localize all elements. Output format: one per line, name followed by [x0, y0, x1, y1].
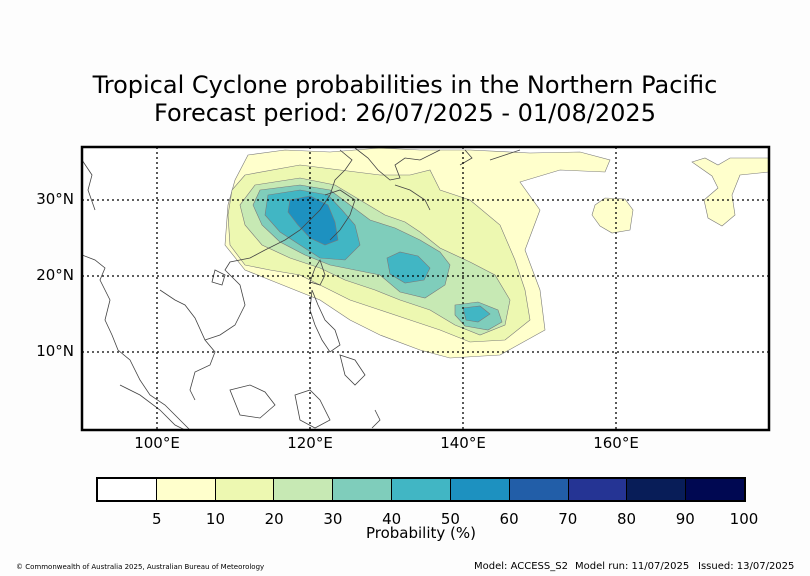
colorbar-tick-label: 10 [205, 510, 225, 528]
colorbar-swatch [392, 479, 451, 500]
colorbar-tick-label: 20 [264, 510, 284, 528]
colorbar-swatch [333, 479, 393, 500]
colorbar-tick-label: 100 [729, 510, 759, 528]
lon-label-120e: 120°E [287, 434, 333, 452]
prob-area-5c [691, 157, 769, 227]
colorbar-tick-label: 60 [499, 510, 519, 528]
title-line-1: Tropical Cyclone probabilities in the No… [92, 71, 718, 99]
colorbar-label: Probability (%) [365, 524, 477, 542]
colorbar-swatch [215, 479, 275, 500]
lon-label-140e: 140°E [440, 434, 486, 452]
coastlines [82, 147, 521, 430]
lon-label-100e: 100°E [134, 434, 180, 452]
colorbar-tick-label: 50 [440, 510, 460, 528]
prob-area-40c [462, 305, 491, 323]
map-frame [80, 145, 771, 432]
prob-area-5b [591, 197, 634, 234]
colorbar-swatch [156, 479, 216, 500]
colorbar-swatch [509, 479, 569, 500]
colorbar-tick-label: 90 [675, 510, 695, 528]
colorbar-swatch [98, 479, 157, 500]
copyright-notice: © Commonwealth of Australia 2025, Austra… [16, 563, 265, 571]
colorbar [96, 477, 746, 502]
colorbar-swatch [274, 479, 334, 500]
colorbar-tick-label: 5 [151, 510, 162, 528]
colorbar-swatch [627, 479, 687, 500]
colorbar-tick-label: 80 [616, 510, 637, 528]
lon-label-160e: 160°E [593, 434, 639, 452]
lat-label-10n: 10°N [36, 342, 74, 360]
gridlines [82, 147, 769, 430]
lat-label-30n: 30°N [36, 190, 74, 208]
colorbar-swatch [686, 479, 744, 500]
model-name: Model: ACCESS_S2 [474, 561, 568, 572]
colorbar-tick-label: 30 [323, 510, 343, 528]
colorbar-swatch [450, 479, 510, 500]
title-line-2: Forecast period: 26/07/2025 - 01/08/2025 [154, 99, 656, 127]
colorbar-tick-label: 70 [558, 510, 578, 528]
colorbar-tick-label: 40 [382, 510, 402, 528]
lat-label-20n: 20°N [36, 266, 74, 284]
issued-date: Issued: 13/07/2025 [698, 561, 795, 572]
colorbar-swatch [568, 479, 628, 500]
model-run-date: Model run: 11/07/2025 [575, 561, 690, 572]
